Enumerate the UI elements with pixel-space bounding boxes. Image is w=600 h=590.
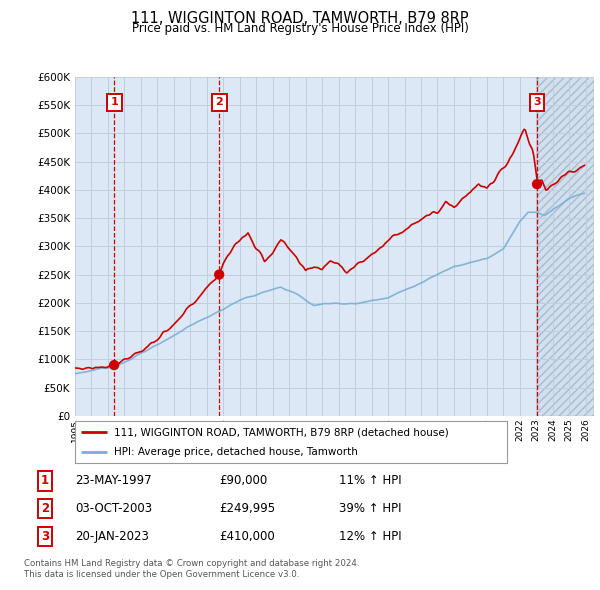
- Text: 1: 1: [110, 97, 118, 107]
- Text: 111, WIGGINTON ROAD, TAMWORTH, B79 8RP: 111, WIGGINTON ROAD, TAMWORTH, B79 8RP: [131, 11, 469, 25]
- Text: 2: 2: [215, 97, 223, 107]
- Text: 2: 2: [41, 502, 49, 515]
- Text: £410,000: £410,000: [219, 530, 275, 543]
- Text: 20-JAN-2023: 20-JAN-2023: [75, 530, 149, 543]
- Text: 03-OCT-2003: 03-OCT-2003: [75, 502, 152, 515]
- Bar: [75, 77, 114, 416]
- Bar: [114, 77, 219, 416]
- Bar: [537, 77, 594, 416]
- Bar: [219, 77, 537, 416]
- Point: [532, 179, 542, 189]
- Text: £249,995: £249,995: [219, 502, 275, 515]
- Text: Contains HM Land Registry data © Crown copyright and database right 2024.: Contains HM Land Registry data © Crown c…: [24, 559, 359, 568]
- Text: This data is licensed under the Open Government Licence v3.0.: This data is licensed under the Open Gov…: [24, 571, 299, 579]
- Text: Price paid vs. HM Land Registry's House Price Index (HPI): Price paid vs. HM Land Registry's House …: [131, 22, 469, 35]
- Text: 111, WIGGINTON ROAD, TAMWORTH, B79 8RP (detached house): 111, WIGGINTON ROAD, TAMWORTH, B79 8RP (…: [114, 427, 449, 437]
- Text: 12% ↑ HPI: 12% ↑ HPI: [339, 530, 401, 543]
- Bar: [537, 77, 594, 416]
- Text: 3: 3: [533, 97, 541, 107]
- Text: 1: 1: [41, 474, 49, 487]
- Text: 23-MAY-1997: 23-MAY-1997: [75, 474, 152, 487]
- Text: 11% ↑ HPI: 11% ↑ HPI: [339, 474, 401, 487]
- Point: [214, 270, 224, 279]
- Text: £90,000: £90,000: [219, 474, 267, 487]
- Text: 3: 3: [41, 530, 49, 543]
- Point: [109, 360, 119, 370]
- Text: HPI: Average price, detached house, Tamworth: HPI: Average price, detached house, Tamw…: [114, 447, 358, 457]
- Text: 39% ↑ HPI: 39% ↑ HPI: [339, 502, 401, 515]
